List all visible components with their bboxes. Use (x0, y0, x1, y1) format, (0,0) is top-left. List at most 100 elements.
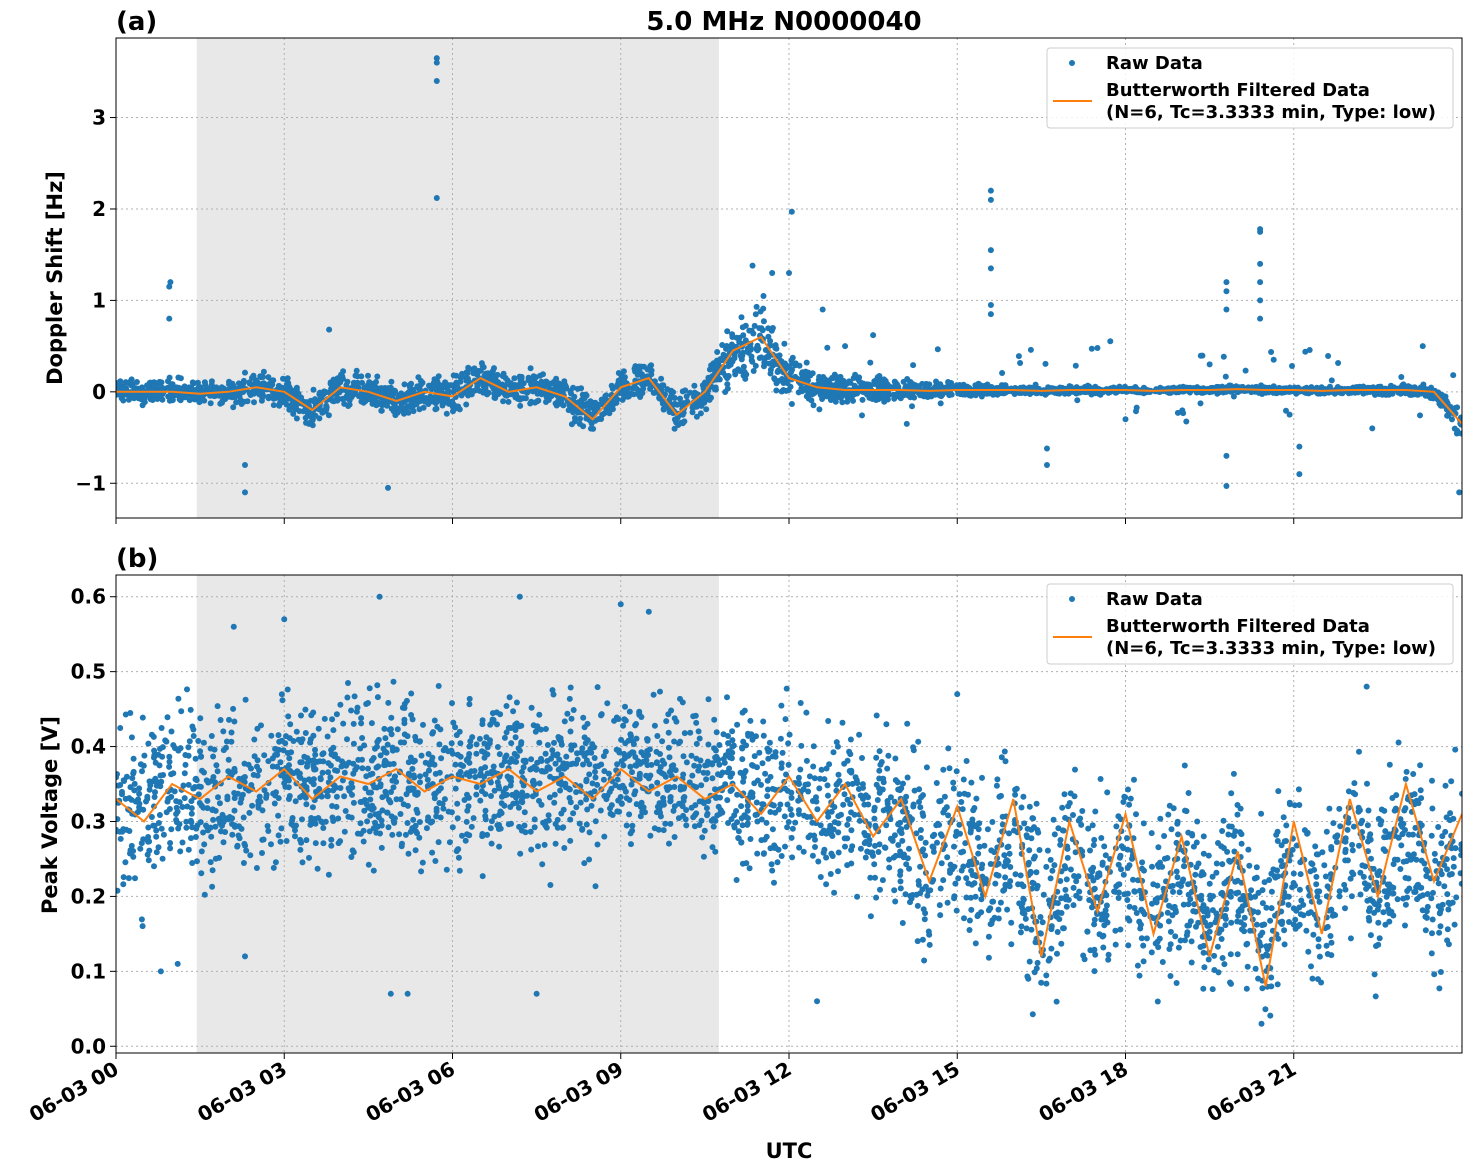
raw-data-point (133, 379, 140, 385)
raw-data-point (268, 378, 275, 385)
raw-data-point (693, 740, 700, 747)
raw-data-point (1101, 843, 1108, 850)
raw-data-point (1138, 906, 1145, 913)
raw-data-point (874, 797, 881, 803)
raw-data-point (528, 704, 535, 711)
raw-data-point (513, 391, 520, 398)
raw-data-point (551, 791, 558, 798)
raw-data-point (1100, 944, 1107, 951)
raw-data-point (1213, 869, 1220, 876)
raw-data-point (1000, 887, 1007, 894)
shaded-region (196, 38, 719, 518)
raw-data-point (668, 393, 674, 400)
raw-data-point (966, 392, 973, 399)
raw-data-point (733, 877, 740, 883)
raw-data-point (421, 398, 428, 405)
raw-data-point (360, 399, 367, 406)
raw-data-point (420, 404, 427, 411)
raw-data-point (1089, 868, 1096, 875)
raw-data-point (823, 854, 830, 861)
raw-data-point (412, 733, 419, 740)
raw-data-point (489, 368, 496, 374)
raw-data-point (568, 421, 575, 428)
raw-data-point (1062, 886, 1069, 893)
raw-data-point (677, 400, 684, 407)
raw-data-point (768, 861, 775, 868)
raw-data-point (609, 385, 616, 392)
raw-data-point (128, 376, 135, 383)
raw-data-point (892, 898, 899, 905)
raw-data-point (645, 752, 652, 758)
raw-data-point (659, 382, 665, 389)
raw-data-point (823, 391, 830, 398)
raw-data-point (752, 362, 759, 369)
raw-data-point (1061, 791, 1068, 798)
raw-data-point (1230, 393, 1237, 400)
raw-data-point (502, 785, 509, 792)
raw-data-point (413, 806, 420, 813)
raw-data-point (1368, 855, 1374, 862)
raw-data-point (320, 840, 327, 847)
raw-data-point (132, 875, 138, 882)
raw-data-point (633, 721, 640, 727)
raw-data-point (691, 382, 698, 389)
raw-data-point (845, 816, 852, 822)
raw-data-point (359, 765, 366, 772)
raw-data-outlier (1257, 279, 1264, 286)
raw-data-point (292, 406, 298, 413)
raw-data-point (457, 753, 464, 760)
raw-data-point (922, 883, 929, 890)
raw-data-point (1139, 865, 1145, 872)
raw-data-point (398, 390, 405, 397)
raw-data-point (1253, 874, 1260, 881)
raw-data-point (773, 380, 780, 387)
raw-data-point (449, 700, 455, 707)
raw-data-point (209, 867, 216, 874)
raw-data-point (1194, 818, 1201, 825)
raw-data-point (1206, 880, 1213, 887)
raw-data-point (762, 770, 769, 777)
raw-data-point (689, 409, 696, 416)
raw-data-point (693, 413, 700, 420)
raw-data-point (560, 402, 567, 409)
raw-data-point (1021, 820, 1028, 827)
raw-data-point (945, 379, 952, 386)
raw-data-point (177, 375, 184, 382)
raw-data-point (388, 378, 395, 385)
raw-data-point (634, 371, 641, 378)
raw-data-point (497, 711, 504, 718)
raw-data-point (350, 740, 357, 747)
raw-data-point (454, 815, 461, 822)
raw-data-point (1448, 778, 1455, 785)
raw-data-point (713, 729, 720, 736)
raw-data-point (260, 368, 267, 375)
raw-data-point (1018, 804, 1025, 811)
raw-data-point (926, 931, 933, 938)
raw-data-point (1258, 810, 1265, 817)
raw-data-point (805, 788, 812, 795)
raw-data-point (583, 778, 590, 785)
raw-data-point (214, 703, 221, 710)
raw-data-outlier (433, 195, 440, 201)
raw-data-point (431, 717, 438, 724)
raw-data-point (198, 397, 205, 404)
raw-data-point (740, 363, 747, 370)
raw-data-point (272, 859, 279, 866)
raw-data-point (297, 846, 304, 853)
raw-data-point (1230, 770, 1237, 777)
raw-data-point (201, 379, 208, 386)
raw-data-point (1339, 390, 1346, 397)
raw-data-point (871, 815, 878, 822)
raw-data-point (344, 378, 351, 385)
raw-data-point (531, 824, 538, 831)
raw-data-point (474, 383, 481, 390)
raw-data-point (344, 736, 350, 743)
raw-data-point (1454, 404, 1461, 411)
raw-data-point (259, 850, 265, 856)
raw-data-point (881, 390, 888, 397)
raw-data-point (1173, 868, 1180, 875)
raw-data-point (363, 773, 370, 780)
panel-b-label: (b) (116, 544, 158, 574)
legend-raw-label: Raw Data (1106, 53, 1203, 74)
